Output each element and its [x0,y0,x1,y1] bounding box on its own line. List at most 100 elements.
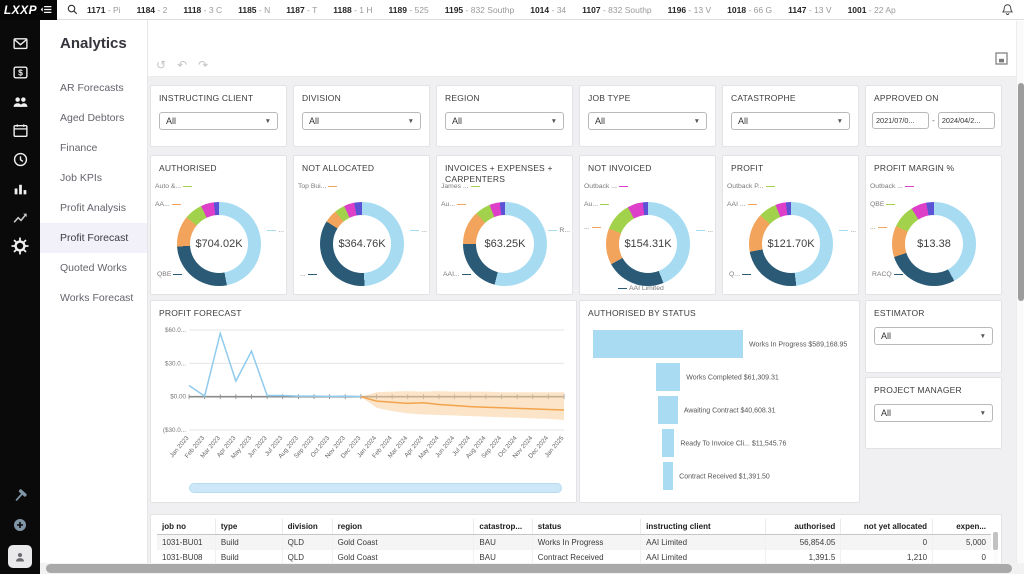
job-tab-1107[interactable]: 1107 - 832 Southp [582,4,652,15]
funnel-bar[interactable] [655,363,681,391]
job-tab-1189[interactable]: 1189 - 525 [388,4,429,15]
profit-donut-card: PROFIT $121.70K Outback P... AAI ... Q....… [722,155,859,295]
reports-icon[interactable] [11,179,29,197]
vertical-scrollbar-thumb[interactable] [1018,83,1024,301]
region-dropdown[interactable]: All ▼ [445,112,564,131]
contacts-icon[interactable] [11,92,29,110]
catastrophe-dropdown[interactable]: All ▼ [731,112,850,131]
job-tab-1184[interactable]: 1184 - 2 [136,4,168,15]
card-title: INVOICES + EXPENSES + CARPENTERS [445,163,553,185]
column-header-status[interactable]: status [531,519,641,535]
column-header-type[interactable]: type [214,519,283,535]
fit-to-page-icon[interactable] [995,52,1008,70]
job-tab-1014[interactable]: 1014 - 34 [530,4,567,15]
search-icon[interactable] [66,3,79,16]
sidebar-item-ar-forecasts[interactable]: AR Forecasts [60,82,124,94]
job-tab-1147[interactable]: 1147 - 13 V [788,4,832,15]
division-dropdown[interactable]: All ▼ [302,112,421,131]
date-to-input[interactable]: 2024/04/2... [937,112,996,130]
donut-label: ... [696,227,713,234]
job-tab-1185[interactable]: 1185 - N [238,4,271,15]
horizontal-scrollbar-track[interactable] [40,563,1024,574]
donut-label: ... [410,227,427,234]
donut-chart[interactable]: $704.02K [177,202,261,286]
app-logo[interactable]: LXXP [0,0,57,20]
column-header-not-yet-allocated[interactable]: not yet allocated [840,519,933,535]
sidebar-item-job-kpis[interactable]: Job KPIs [60,172,103,184]
job-tab-1195[interactable]: 1195 - 832 Southp [444,4,515,15]
svg-text:$30.0...: $30.0... [165,360,186,367]
funnel-bar[interactable] [593,330,743,358]
column-header-region[interactable]: region [331,519,474,535]
job-tab-1187[interactable]: 1187 - T [286,4,318,15]
estimator-dropdown[interactable]: All ▼ [874,327,993,346]
column-header-expen[interactable]: expen... [932,519,991,535]
redo-icon[interactable]: ↷ [198,58,209,72]
add-icon[interactable] [11,516,29,534]
time-icon[interactable] [11,150,29,168]
funnel-bar[interactable] [658,396,678,424]
column-header-job-no[interactable]: job no [157,519,216,535]
donut-chart[interactable]: $121.70K [749,202,833,286]
chevron-down-icon: ▼ [836,117,843,125]
donut-chart[interactable]: $13.38 [892,202,976,286]
job-tab-1171[interactable]: 1171 - Pi [87,4,121,15]
sidebar-item-profit-forecast[interactable]: Profit Forecast [40,223,147,253]
job-tab-1118[interactable]: 1118 - 3 C [183,4,223,15]
profit-forecast-card: PROFIT FORECAST $60.0... $30.0... $0.00 ($3… [150,300,577,503]
table-row[interactable]: 1031-BU08 Build QLD Gold Coast BAU Contract R… [157,550,991,565]
sidebar-item-profit-analysis[interactable]: Profit Analysis [60,202,126,214]
sidebar-item-works-forecast[interactable]: Works Forecast [60,292,134,304]
job-tab-1188[interactable]: 1188 - 1 H [333,4,373,15]
project-manager-filter-card: PROJECT MANAGER All ▼ [865,377,1002,449]
sidebar-item-aged-debtors[interactable]: Aged Debtors [60,112,125,124]
job-tab-1018[interactable]: 1018 - 66 G [727,4,773,15]
billing-icon[interactable]: $ [11,63,29,81]
instructing-client-dropdown[interactable]: All ▼ [159,112,278,131]
column-header-authorised[interactable]: authorised [765,519,841,535]
donut-center-value: $154.31K [619,215,677,273]
card-title: NOT INVOICED [588,163,652,173]
column-header-instructing-client[interactable]: instructing client [640,519,766,535]
reset-icon[interactable]: ↺ [156,58,167,72]
chevron-down-icon: ▼ [979,409,986,417]
job-type-dropdown[interactable]: All ▼ [588,112,707,131]
sidebar-item-finance[interactable]: Finance [60,142,98,154]
dropdown-value: All [452,116,463,127]
funnel-bar[interactable] [662,462,674,490]
analytics-icon[interactable] [11,208,29,226]
job-tab-1001[interactable]: 1001 - 22 Ap [847,4,896,15]
funnel-row-works-in-progress: Works In Progress $589,168.95 [588,328,853,361]
tools-icon[interactable] [11,487,29,505]
calendar-icon[interactable] [11,121,29,139]
table-row[interactable]: 1031-BU01 Build QLD Gold Coast BAU Works In P… [157,534,991,550]
filter-label: JOB TYPE [588,93,631,103]
not-invoiced-donut-card: NOT INVOICED $154.31K Outback ... Au.....… [579,155,716,295]
funnel-bar[interactable] [661,429,675,457]
donut-chart[interactable]: $154.31K [606,202,690,286]
logo-text: LXXP [3,2,38,17]
sidebar-item-quoted-works[interactable]: Quoted Works [60,262,127,274]
profile-icon[interactable] [8,545,32,568]
date-from-input[interactable]: 2021/07/0... [872,112,930,130]
column-header-division[interactable]: division [281,519,333,535]
funnel-chart: Works In Progress $589,168.95 Works Comp… [588,328,853,494]
notifications-icon[interactable] [1001,3,1014,16]
settings-icon[interactable] [11,237,29,255]
undo-icon[interactable]: ↶ [177,58,188,72]
donut-label: Outback P... [727,183,775,190]
chart-scrollbar[interactable] [189,483,562,493]
donut-label: AAI... [443,271,471,278]
column-header-catastrop[interactable]: catastrop... [473,519,533,535]
job-tab-1196[interactable]: 1196 - 13 V [667,4,712,15]
donut-chart[interactable]: $63.25K [463,202,547,286]
vertical-scrollbar-track[interactable] [1016,21,1024,563]
mail-icon[interactable] [11,34,29,52]
donut-chart[interactable]: $364.76K [320,202,404,286]
catastrophe-filter-card: CATASTROPHE All ▼ [722,85,859,147]
project-manager-dropdown[interactable]: All ▼ [874,404,993,423]
horizontal-scrollbar-thumb[interactable] [46,564,1012,573]
table-scrollbar[interactable] [993,532,998,572]
donut-center-value: $364.76K [333,215,391,273]
chevron-down-icon: ▼ [979,332,986,340]
